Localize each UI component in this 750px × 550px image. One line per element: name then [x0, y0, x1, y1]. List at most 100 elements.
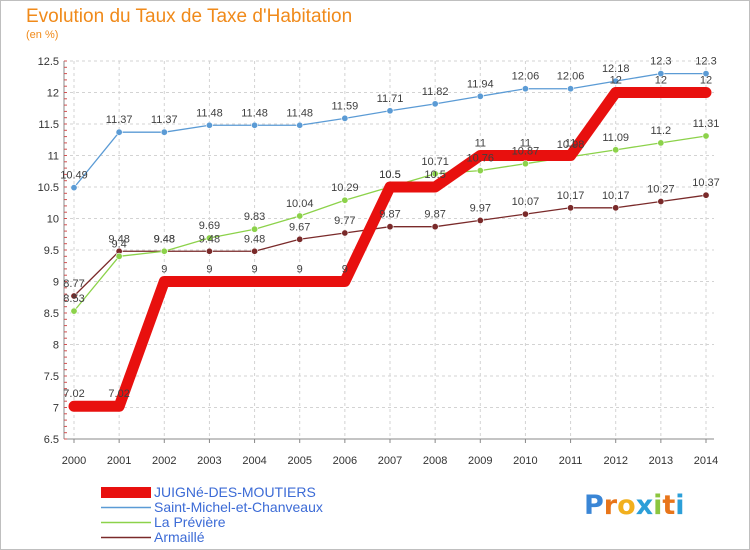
data-point: [204, 276, 215, 287]
data-label: 9.87: [379, 209, 400, 221]
y-tick-label: 8: [53, 340, 59, 352]
data-label: 11.71: [377, 93, 404, 105]
data-point: [341, 229, 349, 237]
x-tick-label: 2014: [694, 455, 718, 467]
data-point: [160, 128, 168, 136]
data-label: 11.48: [241, 107, 268, 119]
data-label: 9: [161, 264, 167, 276]
data-label: 11.31: [693, 118, 720, 130]
data-point: [702, 191, 710, 199]
data-point: [612, 146, 620, 154]
data-point: [431, 223, 439, 231]
data-point: [657, 139, 665, 147]
y-tick-label: 8.5: [44, 308, 59, 320]
data-point: [296, 212, 304, 220]
data-point: [70, 307, 78, 315]
data-label: 12: [610, 75, 622, 87]
data-point: [386, 107, 394, 115]
legend-swatch: [101, 536, 151, 539]
x-tick-label: 2005: [287, 455, 311, 467]
data-point: [702, 70, 710, 78]
data-point: [521, 85, 529, 93]
x-tick-label: 2003: [197, 455, 221, 467]
legend-item: Armaillé: [100, 530, 323, 545]
data-label: 9: [342, 264, 348, 276]
data-point: [431, 100, 439, 108]
data-point: [430, 182, 441, 192]
data-label: 10.87: [512, 146, 540, 158]
data-label: 12.06: [512, 71, 540, 83]
data-point: [251, 247, 259, 255]
data-point: [655, 87, 666, 98]
data-label: 9.69: [199, 220, 220, 232]
data-label: 10.76: [467, 153, 495, 165]
data-label: 11.2: [651, 125, 672, 137]
data-label: 11.37: [106, 114, 133, 126]
legend-label: Armaillé: [154, 529, 205, 545]
data-point: [160, 247, 168, 255]
data-label: 9.48: [154, 233, 175, 245]
data-label: 9.67: [289, 221, 310, 233]
data-point: [159, 276, 170, 287]
data-label: 10.17: [557, 190, 585, 202]
data-point: [69, 401, 79, 412]
y-tick-label: 10: [47, 214, 59, 226]
axes: 6.5 7 7.5 8 8.5 9 9.5 10 10.5 11 11.5 12 12.5 2000 200…: [38, 56, 719, 467]
data-label: 10.5: [379, 169, 400, 181]
chart-title: Evolution du Taux de Taxe d'Habitation: [26, 6, 353, 27]
data-point: [385, 182, 395, 192]
chart-unit-label: (en %): [26, 29, 59, 41]
data-labels: 7.02 7.02 9 9 9 9 9 10.5 10.5 11 11 11 12 12 12 10.49 11…: [60, 56, 720, 401]
data-label: 12: [655, 75, 667, 87]
data-label: 8.53: [63, 293, 84, 305]
data-point: [476, 167, 484, 175]
legend-item: La Prévière: [100, 515, 323, 530]
data-label: 11.48: [196, 107, 223, 119]
legend-label: Saint-Michel-et-Chanveaux: [154, 499, 323, 515]
data-point: [339, 276, 350, 287]
data-label: 9: [206, 264, 212, 276]
data-point: [565, 150, 576, 161]
data-point: [341, 196, 349, 204]
data-label: 9.83: [244, 211, 265, 223]
data-label: 11: [475, 138, 486, 150]
data-label: 10.49: [60, 170, 88, 182]
data-label: 11: [520, 138, 531, 150]
x-tick-label: 2013: [649, 455, 673, 467]
data-label: 9.87: [424, 209, 445, 221]
data-point: [520, 150, 531, 161]
data-label: 10.29: [331, 182, 359, 194]
data-label: 10.71: [421, 156, 449, 168]
legend-item: JUIGNé-DES-MOUTIERS: [100, 485, 323, 500]
data-label: 12.3: [650, 56, 671, 68]
data-point: [657, 197, 665, 205]
data-point: [294, 276, 305, 287]
logo-letter: o: [617, 490, 636, 521]
data-label: 10.04: [286, 198, 314, 210]
data-point: [115, 128, 123, 136]
data-label: 11.59: [331, 100, 358, 112]
data-label: 11.48: [286, 107, 313, 119]
data-label: 11.37: [151, 114, 178, 126]
x-tick-label: 2002: [152, 455, 176, 467]
legend-swatch: [101, 506, 151, 509]
data-label: 10.98: [557, 139, 585, 151]
data-point: [476, 92, 484, 100]
data-point: [431, 170, 439, 178]
data-point: [386, 223, 394, 231]
data-point: [114, 401, 125, 412]
data-point: [205, 121, 213, 129]
data-label: 9.77: [334, 215, 355, 227]
data-label: 7.02: [63, 388, 84, 400]
x-tick-label: 2009: [468, 455, 492, 467]
data-label: 9.97: [470, 202, 491, 214]
data-point: [341, 114, 349, 122]
legend-swatch: [101, 487, 151, 498]
data-label: 9.48: [244, 233, 265, 245]
data-label: 9.4: [111, 238, 126, 250]
data-point: [70, 292, 78, 300]
data-label: 12: [700, 75, 712, 87]
x-tick-label: 2006: [333, 455, 357, 467]
proxiti-logo: Proxiti: [584, 490, 685, 521]
